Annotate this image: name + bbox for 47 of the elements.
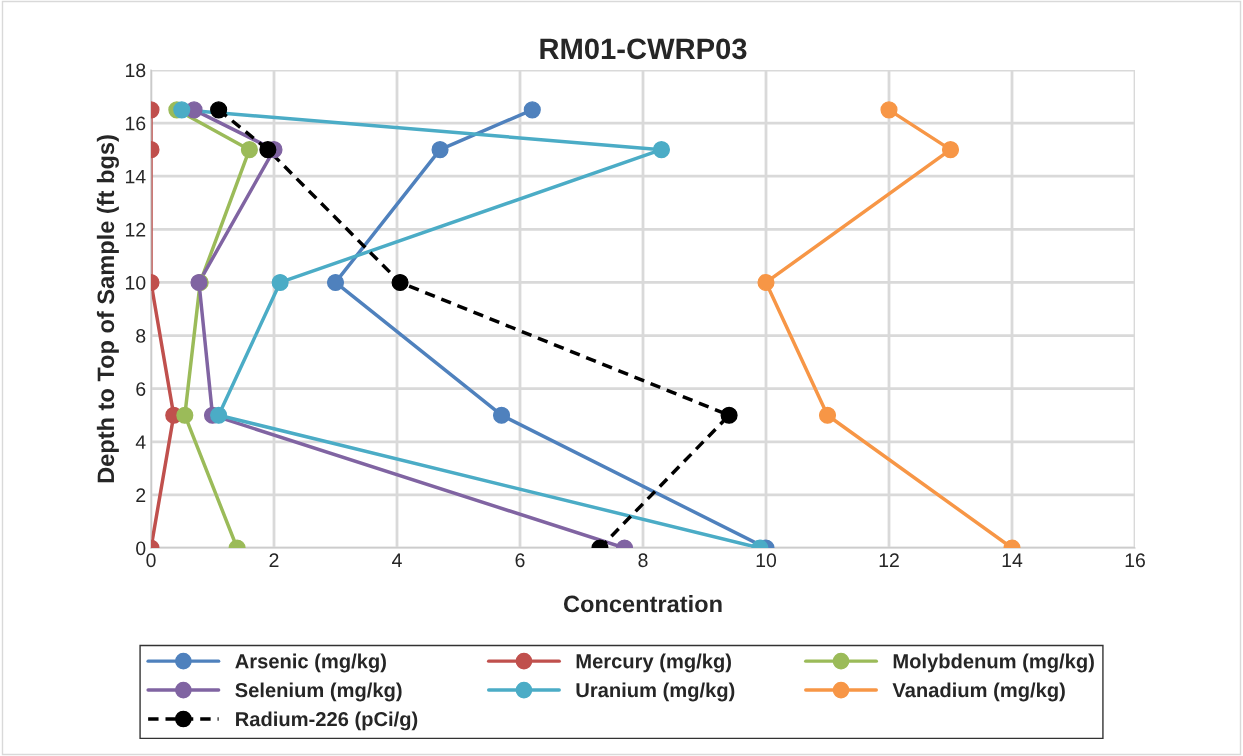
legend-label: Uranium (mg/kg) [576,682,735,702]
x-tick-label: 8 [638,553,648,568]
legend-label: Molybdenum (mg/kg) [893,653,1094,673]
point [176,406,194,424]
point [523,101,541,119]
y-tick-label: 4 [135,435,146,449]
point [240,141,258,159]
y-axis-title: Depth to Top of Sample (ft bgs) [96,135,119,483]
x-axis-title: Concentration [563,594,722,613]
point [757,273,775,291]
point [941,141,960,159]
point [259,141,277,159]
x-tick-label: 4 [392,553,402,567]
x-tick-label: 12 [879,553,899,567]
point [652,141,671,159]
x-tick-label: 10 [756,553,777,568]
legend-label: Radium-226 (pCi/g) [236,711,418,731]
point [492,406,511,424]
y-tick-label: 10 [126,275,146,290]
point [173,101,191,119]
point [431,141,449,159]
y-tick-label: 12 [126,222,146,237]
legend-label: Arsenic (mg/kg) [235,653,386,673]
x-tick-label: 14 [1002,553,1023,567]
legend-label: Vanadium (mg/kg) [892,682,1065,702]
point [326,273,345,291]
y-tick-label: 8 [136,329,146,343]
point [818,406,837,424]
x-tick-label: 0 [146,553,156,568]
point [271,273,289,291]
point [210,406,228,424]
legend-label: Selenium (mg/kg) [235,682,402,702]
point [720,406,738,424]
y-tick-label: 2 [136,488,146,502]
x-tick-label: 16 [1125,553,1145,568]
x-tick-label: 6 [515,553,525,568]
y-tick-label: 6 [136,382,146,396]
point [391,273,409,291]
chart-title: RM01-CWRP03 [540,38,747,60]
y-tick-label: 16 [126,116,146,131]
x-tick-label: 2 [269,553,279,567]
legend-label: Mercury (mg/kg) [576,653,731,673]
y-tick-label: 0 [136,541,146,556]
y-tick-label: 14 [126,169,146,184]
point [880,101,898,119]
point [210,101,228,119]
y-tick-label: 18 [126,63,146,78]
